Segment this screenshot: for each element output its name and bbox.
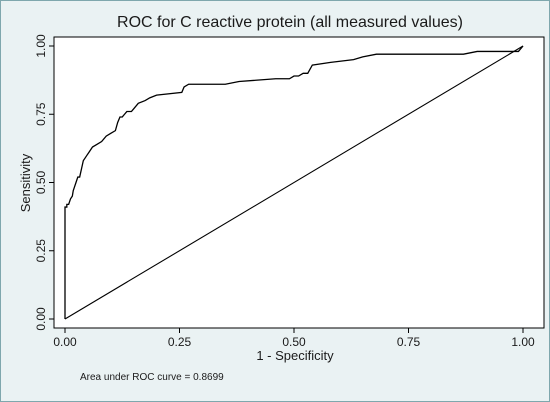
y-axis: 0.00 0.25 0.50 0.75 1.00 [34,34,54,331]
series-layer [64,45,524,320]
roc-curve-line [64,45,524,319]
x-tick-label: 0.00 [53,335,77,349]
y-tick-label: 0.75 [34,102,48,126]
y-axis-title: Sensitivity [18,153,33,212]
x-axis-title: 1 - Specificity [256,348,334,363]
y-tick-label: 1.00 [34,34,48,58]
x-tick-label: 0.50 [282,335,306,349]
reference-diagonal-line [64,45,524,320]
y-tick-label: 0.00 [34,307,48,331]
y-tick-label: 0.25 [34,239,48,263]
x-tick-label: 0.75 [397,335,421,349]
x-tick-label: 0.25 [168,335,192,349]
y-tick-label: 0.50 [34,170,48,194]
x-axis: 0.00 0.25 0.50 0.75 1.00 [53,328,535,349]
x-tick-label: 1.00 [511,335,535,349]
chart-title: ROC for C reactive protein (all measured… [117,14,463,31]
auc-note: Area under ROC curve = 0.8699 [80,372,224,383]
plot-region [54,37,544,328]
